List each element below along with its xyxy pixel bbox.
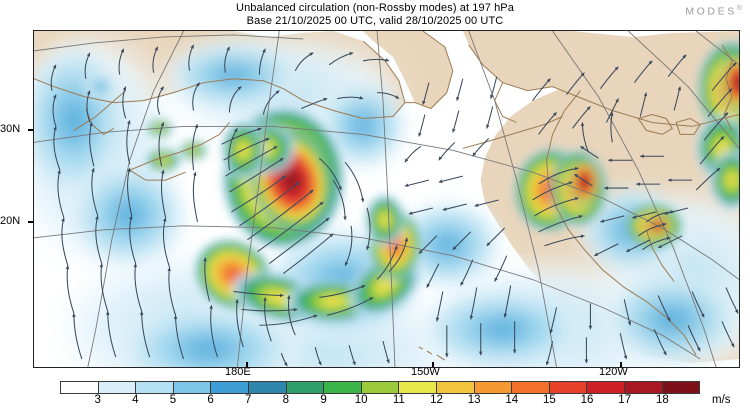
lon-tick-120W [620, 362, 622, 367]
colorbar-swatch-1 [98, 382, 137, 393]
lat-label-30N: 30N [0, 123, 21, 135]
colorbar-unit-label: m/s [712, 394, 731, 406]
colorbar-tick-10: 10 [354, 394, 368, 406]
colorbar-tick-13: 13 [467, 394, 481, 406]
wind-vectors [50, 44, 739, 367]
lon-tick-150W [432, 362, 434, 367]
lat-tick-20N [28, 221, 34, 223]
lon-tick-180E [246, 362, 248, 367]
map-panel [33, 30, 740, 368]
colorbar-swatch-2 [136, 382, 174, 393]
colorbar-swatch-11 [474, 382, 513, 393]
lat-tick-30N [28, 129, 34, 131]
coastlines [34, 31, 739, 361]
lon-label-120W: 120W [599, 366, 628, 378]
colorbar-tick-9: 9 [320, 394, 327, 406]
colorbar-tick-7: 7 [245, 394, 252, 406]
colorbar-tick-6: 6 [207, 394, 214, 406]
brand-registered-mark: ® [736, 5, 742, 12]
colorbar-swatch-6 [286, 382, 325, 393]
colorbar-swatch-7 [324, 382, 362, 393]
colorbar-tick-17: 17 [618, 394, 632, 406]
colorbar-tick-12: 12 [430, 394, 443, 406]
modes-logo: MODES® [685, 5, 742, 18]
colorbar-tick-18: 18 [655, 394, 669, 406]
colorbar-swatch-14 [587, 382, 625, 393]
colorbar-tick-4: 4 [132, 394, 139, 406]
lat-label-20N: 20N [0, 215, 21, 227]
title-line-2: Base 21/10/2025 00 UTC, valid 28/10/2025… [246, 15, 504, 27]
colorbar-swatch-16 [662, 382, 700, 393]
colorbar-swatch-10 [436, 382, 475, 393]
lon-label-180E: 180E [225, 366, 251, 378]
colorbar-swatch-13 [549, 382, 588, 393]
colorbar-tick-11: 11 [392, 394, 405, 406]
colorbar-swatch-5 [248, 382, 287, 393]
colorbar-tick-15: 15 [543, 394, 556, 406]
colorbar-tick-8: 8 [282, 394, 290, 406]
graticule [34, 31, 739, 367]
colorbar-swatch-15 [624, 382, 663, 393]
colorbar-swatch-3 [173, 382, 212, 393]
colorbar-tick-14: 14 [505, 394, 519, 406]
map-canvas [34, 31, 739, 367]
colorbar-swatch-4 [211, 382, 249, 393]
chart-title: Unbalanced circulation (non-Rossby modes… [0, 2, 750, 28]
colorbar-swatch-0 [61, 382, 99, 393]
title-line-1: Unbalanced circulation (non-Rossby modes… [236, 2, 514, 14]
speed-field [34, 31, 739, 367]
colorbar-tick-3: 3 [94, 394, 101, 406]
colorbar [60, 381, 700, 394]
colorbar-tick-5: 5 [169, 394, 177, 406]
colorbar-swatch-8 [361, 382, 400, 393]
colorbar-tick-16: 16 [580, 394, 594, 406]
colorbar-swatch-9 [399, 382, 437, 393]
brand-text: MODES [685, 5, 737, 18]
colorbar-swatch-12 [512, 382, 550, 393]
lon-label-150W: 150W [411, 366, 440, 378]
